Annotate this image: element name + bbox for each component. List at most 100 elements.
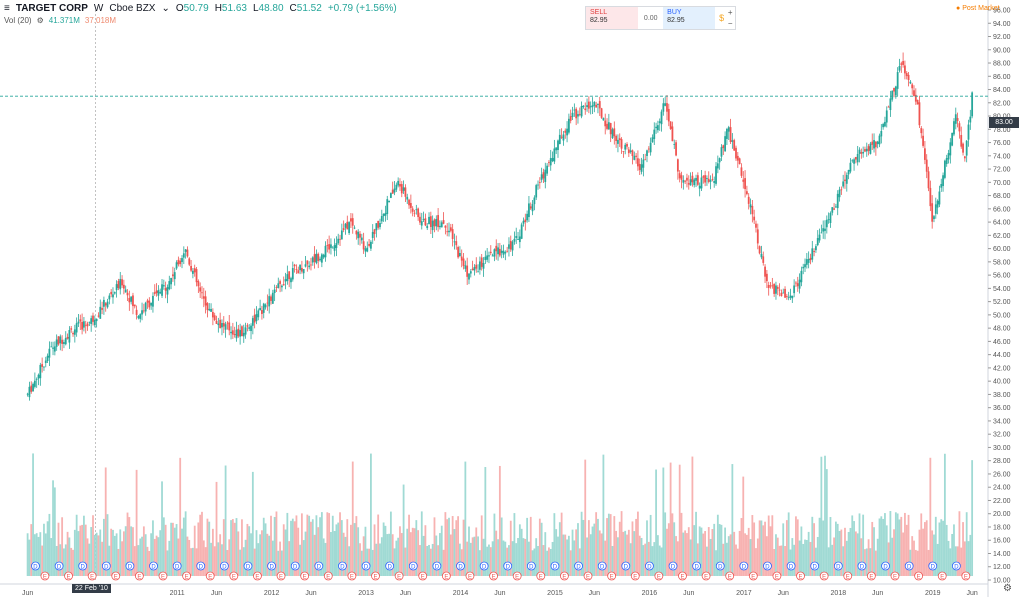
volume-label[interactable]: Vol (20)	[4, 16, 32, 25]
volume-bar	[342, 532, 345, 576]
volume-bar	[186, 536, 189, 576]
menu-icon[interactable]: ≡	[4, 3, 10, 14]
chevron-down-icon[interactable]: ⌄	[161, 3, 170, 14]
candle-body	[261, 310, 263, 315]
y-tick-label: 64.00	[993, 220, 1011, 227]
earnings-marker-label: E	[846, 574, 850, 580]
volume-legend: Vol (20) ⚙ 41.371M 37.018M	[4, 16, 116, 25]
volume-bar	[210, 542, 212, 576]
candle-body	[92, 315, 94, 322]
volume-bar	[885, 525, 888, 576]
candle-body	[693, 179, 696, 186]
sell-button[interactable]: SELL 82.95	[586, 7, 639, 29]
candle-body	[39, 364, 42, 379]
dividend-marker	[196, 561, 206, 571]
volume-bar	[477, 536, 479, 576]
y-tick-label: 78.00	[993, 127, 1011, 134]
volume-bar	[469, 542, 472, 576]
candle-body	[482, 262, 485, 269]
volume-bar	[39, 532, 42, 576]
candle-body	[884, 121, 886, 127]
candle-body	[322, 254, 325, 258]
exchange[interactable]: Cboe BZX	[109, 3, 156, 14]
candle-body	[795, 282, 797, 284]
gear-icon[interactable]: ⚙	[1003, 583, 1012, 594]
candle-body	[969, 116, 972, 123]
volume-bar	[504, 541, 507, 576]
post-market-badge[interactable]: ● Post Market	[956, 5, 1000, 12]
volume-bar	[250, 533, 252, 576]
candle-body	[122, 284, 125, 289]
earnings-marker-label: E	[680, 574, 684, 580]
volume-bar	[339, 512, 341, 576]
dividend-marker	[267, 561, 277, 571]
y-tick-label: 46.00	[993, 339, 1011, 346]
volume-bar	[144, 534, 147, 576]
candle-body	[339, 238, 341, 240]
candle-body	[231, 330, 234, 335]
symbol-name[interactable]: TARGET CORP	[15, 3, 88, 14]
candle-body	[475, 264, 478, 269]
minus-button[interactable]: −	[727, 19, 733, 28]
y-tick-label: 12.00	[993, 564, 1011, 571]
volume-bar	[922, 528, 924, 576]
volume-bar	[95, 532, 98, 576]
volume-bar	[620, 511, 623, 576]
volume-bar	[871, 521, 874, 576]
candle-body	[268, 296, 271, 307]
candle-body	[251, 318, 254, 326]
candle-body	[671, 126, 674, 142]
volume-bar	[629, 543, 632, 576]
volume-bar	[864, 549, 866, 576]
dividend-marker	[833, 561, 843, 571]
candle-body	[126, 292, 129, 296]
candle-body	[620, 139, 623, 149]
volume-bar	[778, 545, 781, 576]
x-tick-label: Jun	[211, 590, 222, 597]
volume-bar	[829, 517, 832, 576]
interval[interactable]: W	[93, 3, 104, 14]
volume-bar	[299, 544, 301, 576]
volume-bar	[246, 523, 249, 576]
candle-body	[785, 296, 788, 297]
candle-body	[144, 302, 147, 312]
volume-bar	[52, 480, 54, 576]
candle-body	[428, 216, 430, 225]
candle-body	[304, 264, 307, 267]
earnings-marker-label: E	[799, 574, 803, 580]
candle-body	[302, 269, 305, 274]
volume-bar	[542, 545, 545, 576]
volume-bar	[37, 536, 40, 576]
candle-body	[528, 203, 530, 218]
volume-bar	[582, 519, 585, 576]
volume-bar	[400, 533, 403, 576]
candle-body	[137, 315, 140, 319]
buy-button[interactable]: BUY 82.95	[663, 7, 716, 29]
currency-icon[interactable]: $	[719, 13, 725, 23]
earnings-marker-label: E	[610, 574, 614, 580]
candle-body	[44, 360, 47, 364]
dividend-marker-label: D	[576, 564, 581, 570]
candle-body	[869, 143, 872, 154]
volume-bar	[291, 518, 294, 576]
candle-body	[86, 323, 89, 327]
candle-body	[707, 178, 710, 182]
candle-body	[486, 255, 489, 260]
volume-bar	[913, 540, 915, 576]
candle-body	[291, 268, 294, 280]
candle-body	[508, 244, 510, 249]
candle-body	[170, 277, 173, 285]
settings-icon[interactable]: ⚙	[36, 16, 44, 25]
plus-button[interactable]: +	[727, 8, 733, 17]
candle-body	[569, 116, 572, 121]
volume-bar	[48, 513, 51, 576]
close-value: 51.52	[296, 3, 322, 14]
volume-bar	[755, 548, 757, 576]
dividend-marker	[904, 561, 914, 571]
dividend-marker	[78, 561, 88, 571]
candle-body	[898, 66, 901, 71]
earnings-marker-label: E	[562, 574, 566, 580]
